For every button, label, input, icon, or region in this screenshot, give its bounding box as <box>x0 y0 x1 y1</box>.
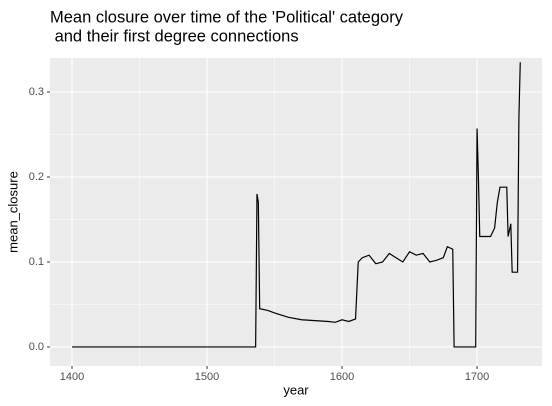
x-tick-label: 1600 <box>330 371 354 383</box>
panel-background <box>50 58 542 366</box>
y-tick-label: 0.3 <box>29 86 44 98</box>
x-axis-title: year <box>283 382 309 397</box>
y-tick-label: 0.1 <box>29 256 44 268</box>
x-tick-label: 1500 <box>195 371 219 383</box>
y-tick-label: 0.2 <box>29 171 44 183</box>
x-tick-label: 1700 <box>465 371 489 383</box>
chart-title-line: and their first degree connections <box>50 27 299 45</box>
y-tick-label: 0.0 <box>29 341 44 353</box>
x-tick-label: 1400 <box>60 371 84 383</box>
y-axis-title: mean_closure <box>5 171 20 253</box>
chart-title-line: Mean closure over time of the 'Political… <box>50 8 404 26</box>
data-line <box>72 62 521 348</box>
